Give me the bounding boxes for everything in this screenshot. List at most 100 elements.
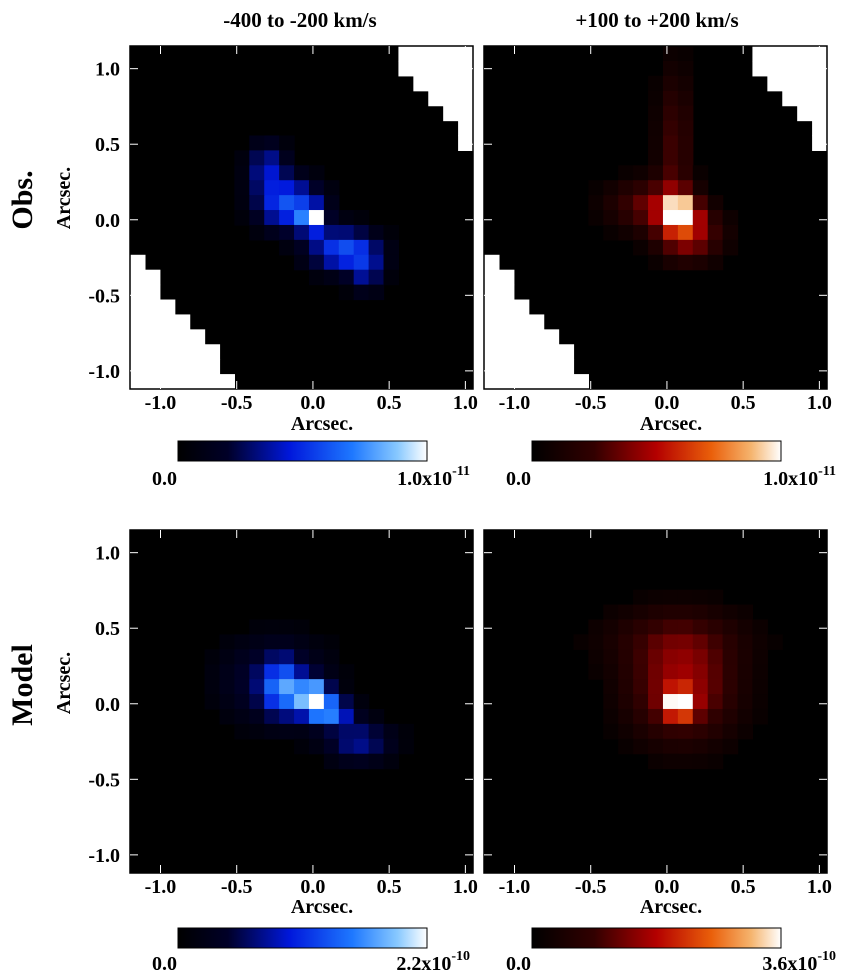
heatmap-cell: [722, 664, 739, 680]
heatmap-cell: [130, 329, 146, 345]
heatmap-cell: [484, 314, 500, 330]
heatmap-cell: [782, 75, 798, 92]
heatmap-cell: [692, 619, 709, 635]
heatmap-cell: [618, 664, 634, 680]
heatmap-cell: [234, 180, 250, 196]
heatmap-cell: [692, 649, 709, 665]
heatmap-cell: [219, 649, 235, 665]
heatmap-cell: [677, 239, 694, 256]
heatmap-cell: [308, 165, 325, 181]
heatmap-cell: [443, 46, 459, 62]
heatmap-cell: [308, 708, 325, 725]
heatmap-cell: [722, 210, 739, 226]
heatmap-cell: [737, 664, 754, 680]
heatmap-cell: [234, 708, 250, 725]
heatmap-cell: [368, 723, 385, 740]
heatmap-cell: [648, 210, 664, 226]
heatmap-cell: [677, 165, 694, 181]
colorbar-max-model-red: 3.6x10-10: [762, 949, 836, 974]
heatmap-cell: [767, 75, 783, 92]
heatmap-cell: [264, 150, 280, 166]
heatmap-cell: [234, 210, 250, 226]
x-tick-label: 1.0: [453, 392, 478, 414]
heatmap-cell: [648, 180, 664, 196]
heatmap-cell: [648, 75, 664, 92]
heatmap-cell: [603, 195, 619, 211]
heatmap-cell: [692, 210, 709, 226]
heatmap-cell: [234, 634, 250, 650]
y-tick-label: -0.5: [88, 769, 120, 791]
column-title-blue: -400 to -200 km/s: [223, 8, 376, 32]
heatmap-cell: [428, 90, 444, 107]
heatmap-cell: [308, 694, 325, 710]
x-tick-label: 0.5: [377, 876, 402, 898]
heatmap-cell: [323, 239, 340, 256]
heatmap-cell: [294, 694, 310, 710]
heatmap-cell: [588, 180, 604, 196]
heatmap-cell: [484, 374, 500, 390]
heatmap-cell: [677, 589, 694, 606]
x-tick-label: 0.5: [731, 392, 756, 414]
heatmap-cell: [159, 359, 176, 375]
y-tick-label: -1.0: [88, 361, 120, 383]
heatmap-cell: [294, 195, 310, 211]
heatmap-cell: [767, 634, 783, 650]
heatmap-cell: [484, 269, 500, 286]
heatmap-cell: [249, 694, 265, 710]
heatmap-cell: [648, 708, 664, 725]
heatmap-cell: [338, 210, 355, 226]
heatmap-cell: [707, 254, 724, 271]
heatmap-cell: [707, 753, 724, 770]
heatmap-cell: [498, 299, 515, 316]
heatmap-cell: [662, 708, 679, 725]
heatmap-cell: [353, 723, 370, 740]
heatmap-cell: [648, 105, 664, 122]
heatmap-cell: [662, 239, 679, 256]
heatmap-cell: [353, 753, 370, 770]
heatmap-cell: [338, 254, 355, 271]
heatmap-cell: [633, 210, 649, 226]
heatmap-cell: [707, 664, 724, 680]
heatmap-cell: [618, 694, 634, 710]
y-tick-label: 1.0: [95, 543, 120, 565]
heatmap-cell: [338, 239, 355, 256]
heatmap-cell: [543, 329, 560, 345]
heatmap-cell: [543, 374, 560, 390]
heatmap-cell: [677, 694, 694, 710]
heatmap-cell: [648, 723, 664, 740]
heatmap-cell: [662, 738, 679, 755]
heatmap-cell: [383, 723, 400, 740]
heatmap-cell: [662, 135, 679, 151]
heatmap-cell: [662, 224, 679, 241]
heatmap-cell: [443, 105, 459, 122]
y-tick-label: -0.5: [88, 285, 120, 307]
heatmap-cell: [513, 299, 530, 316]
heatmap-cell: [353, 210, 370, 226]
heatmap-cell: [752, 60, 768, 77]
heatmap-cell: [234, 664, 250, 680]
heatmap-cell: [662, 589, 679, 606]
heatmap-cell: [279, 634, 295, 650]
heatmap-cell: [603, 224, 619, 241]
heatmap-cell: [279, 679, 295, 695]
heatmap-cell: [219, 374, 235, 390]
heatmap-cell: [308, 634, 325, 650]
heatmap-cell: [648, 150, 664, 166]
panel-model-red: -1.0 -0.5 0.0 0.5 1.0: [483, 529, 832, 898]
heatmap-cell: [528, 374, 545, 390]
heatmap-cell: [484, 299, 500, 316]
heatmap-cell: [692, 738, 709, 755]
x-axis-label-top-right: Arcsec.: [640, 413, 702, 435]
heatmap-cell: [648, 224, 664, 241]
heatmap-cell: [279, 239, 295, 256]
heatmap-cell: [648, 589, 664, 606]
heatmap-cell: [323, 679, 340, 695]
heatmap-cell: [648, 664, 664, 680]
heatmap-cell: [279, 694, 295, 710]
x-tick-label: 1.0: [807, 392, 832, 414]
heatmap-cell: [484, 284, 500, 301]
x-axis-label-bottom-left: Arcsec.: [291, 896, 353, 918]
heatmap-cell: [144, 314, 161, 330]
heatmap-cell: [368, 708, 385, 725]
heatmap-cell: [353, 224, 370, 241]
